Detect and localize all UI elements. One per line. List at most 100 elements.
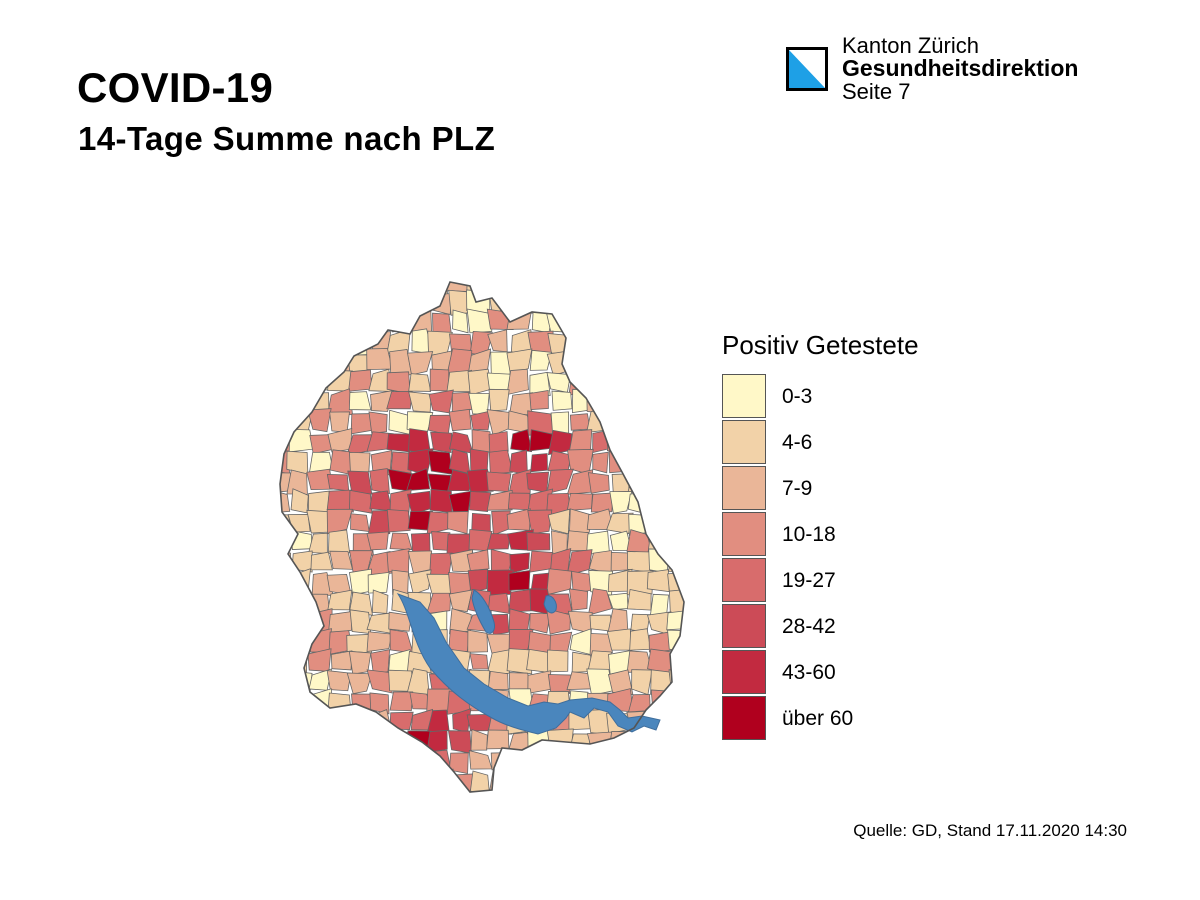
postal-code-region [487,533,511,550]
postal-code-region [647,431,671,454]
postal-code-region [280,750,294,773]
postal-code-region [568,750,591,775]
postal-code-region [607,282,634,294]
postal-code-region [470,410,492,431]
postal-code-region [592,451,609,474]
postal-code-region [366,631,393,652]
postal-code-region [671,752,684,775]
postal-code-region [606,628,633,651]
postal-code-region [349,609,372,635]
legend-item: über 60 [722,696,1022,740]
postal-code-region [329,550,354,570]
postal-code-region [547,649,569,673]
postal-code-region [510,429,533,453]
postal-code-region [280,629,294,653]
postal-code-region [691,529,700,554]
postal-code-region [688,329,700,355]
postal-code-region [368,411,388,434]
postal-code-region [389,532,413,551]
postal-code-region [280,689,292,716]
postal-code-region [672,650,684,675]
postal-code-region [626,749,654,771]
postal-code-region [288,608,312,635]
postal-code-region [289,734,312,755]
postal-code-region [367,510,391,536]
postal-code-region [667,352,684,372]
postal-code-region [586,348,613,373]
postal-code-region [667,789,684,792]
postal-code-region [280,609,294,636]
postal-code-region [567,349,592,373]
postal-code-region [588,293,612,312]
postal-code-region [448,589,473,613]
postal-code-region [331,749,351,776]
postal-code-region [367,790,393,792]
postal-code-region [629,448,653,475]
postal-code-region [690,750,700,775]
postal-code-region [408,569,432,595]
postal-code-region [350,513,370,533]
postal-code-region [630,789,654,792]
postal-code-region [410,288,430,315]
postal-code-region [386,291,412,316]
postal-code-region [507,768,531,792]
legend-swatch [722,512,766,556]
legend-item: 0-3 [722,374,1022,418]
postal-code-region [348,769,374,792]
legend-label: 19-27 [782,569,836,592]
postal-code-region [692,451,700,472]
postal-code-region [349,451,371,476]
postal-code-region [669,310,684,336]
postal-code-region [667,509,684,536]
postal-code-region [691,409,700,435]
legend-item: 10-18 [722,512,1022,556]
postal-code-region [669,370,684,394]
postal-code-region [631,390,654,416]
postal-code-region [566,773,592,792]
postal-code-region [348,369,373,392]
postal-code-region [569,788,590,792]
postal-code-region [526,751,553,773]
postal-code-region [280,290,293,314]
postal-code-region [367,750,391,774]
legend-item: 19-27 [722,558,1022,602]
postal-code-region [287,791,312,792]
postal-code-region [288,388,313,416]
legend-swatch [722,466,766,510]
postal-code-region [280,790,293,792]
postal-code-region [648,308,673,335]
postal-code-region [587,708,610,736]
postal-code-region [280,331,293,353]
postal-code-region [447,730,472,754]
postal-code-region [327,428,353,453]
postal-code-region [329,411,350,433]
postal-code-region [406,467,431,492]
choropleth-map [279,281,700,793]
postal-code-region [687,549,700,574]
postal-code-region [668,289,684,311]
postal-code-region [689,572,700,594]
postal-code-region [426,592,452,615]
postal-code-region [407,351,434,376]
postal-code-region [429,768,454,792]
postal-code-region [627,412,654,435]
postal-code-region [546,290,570,316]
postal-code-region [606,330,628,353]
postal-code-region [426,573,453,596]
postal-code-region [586,731,613,755]
postal-code-region [307,408,332,433]
postal-code-region [350,732,374,754]
postal-code-region [387,790,411,792]
postal-code-region [468,750,493,770]
postal-code-region [280,551,292,575]
postal-code-region [590,492,614,513]
postal-code-region [529,612,551,634]
postal-code-region [646,752,674,776]
postal-code-region [508,589,533,613]
postal-code-region [547,791,570,792]
postal-code-region [508,570,531,591]
postal-code-region [506,648,533,675]
postal-code-region [288,309,314,336]
postal-code-region [668,728,684,753]
postal-code-region [366,308,388,331]
